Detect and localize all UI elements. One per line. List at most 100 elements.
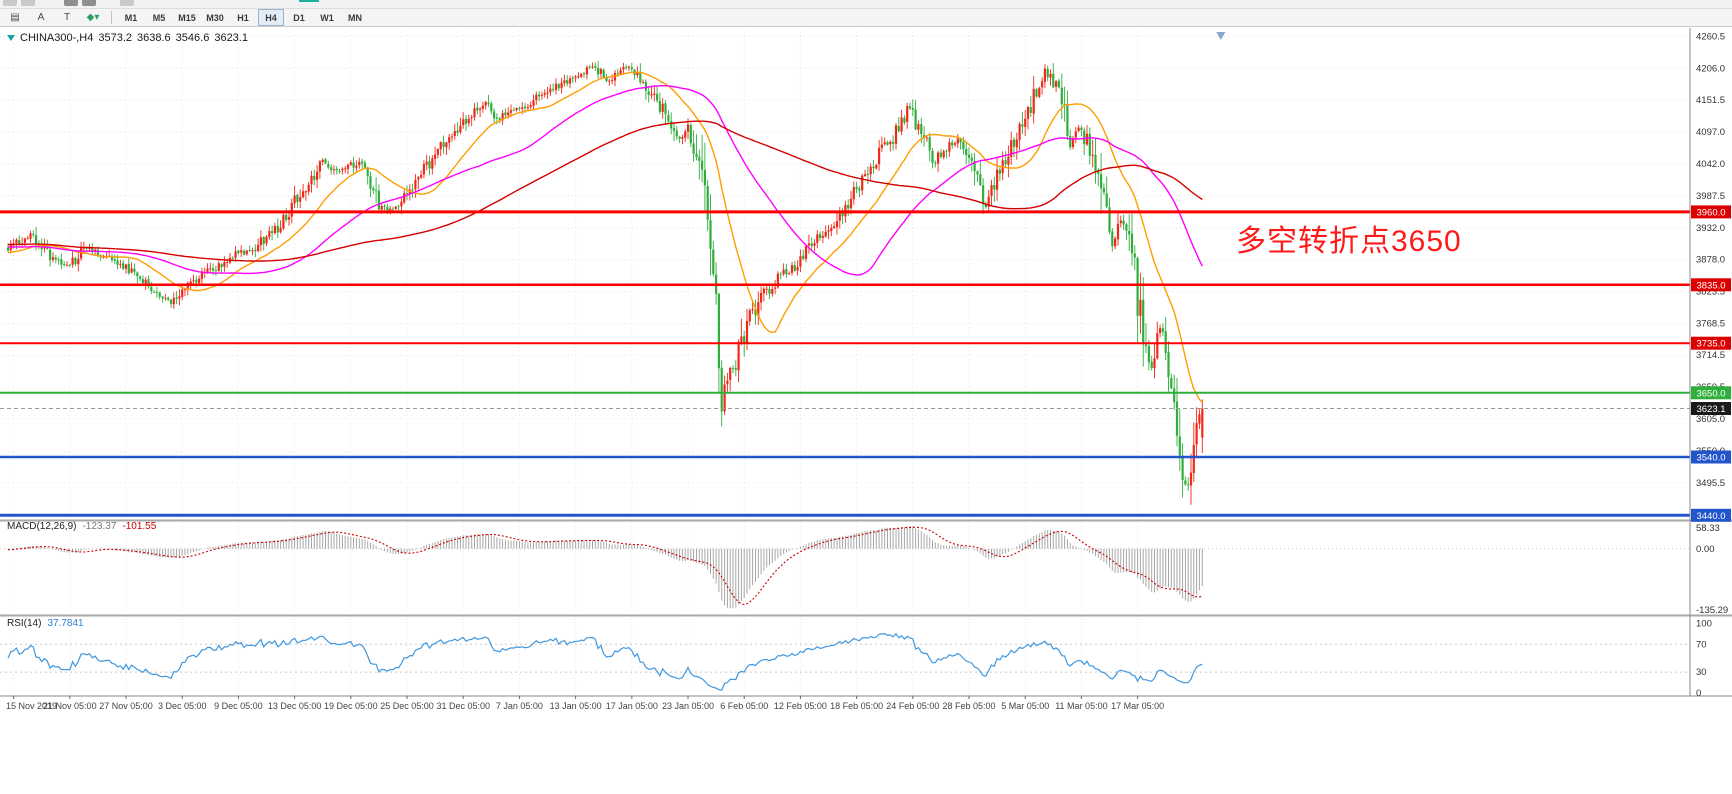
price-axis-label[interactable]: 3932.0 xyxy=(1696,223,1725,234)
time-axis-label[interactable]: 21 Nov 05:00 xyxy=(43,701,97,711)
price-axis-label[interactable]: 3714.5 xyxy=(1696,350,1725,361)
time-axis-label[interactable]: 24 Feb 05:00 xyxy=(886,701,939,711)
price-tag-3440.0-bg xyxy=(1691,508,1731,522)
text-label-tool[interactable]: A xyxy=(37,12,45,23)
price-axis-label[interactable]: 4151.5 xyxy=(1696,95,1725,106)
rsi-value: 37.7841 xyxy=(47,618,84,629)
clipped-icon[interactable] xyxy=(82,0,96,6)
time-axis-label[interactable]: 13 Dec 05:00 xyxy=(268,701,322,711)
price-tag-3650.0: 3650.0 xyxy=(1696,388,1725,399)
macd-title: MACD(12,26,9) -123.37 -101.55 xyxy=(7,521,156,532)
active-tab-underline xyxy=(299,0,319,2)
timeframe-button-M15[interactable]: M15 xyxy=(178,12,196,23)
ohlc-close: 3623.1 xyxy=(214,32,248,44)
price-axis-label[interactable]: 3768.5 xyxy=(1696,319,1725,330)
rsi-line xyxy=(7,632,1203,691)
price-axis-label[interactable]: 4260.5 xyxy=(1696,32,1725,43)
symbol-collapse-icon[interactable] xyxy=(7,35,15,41)
clipped-icon[interactable] xyxy=(64,0,78,6)
price-tag-3960.0: 3960.0 xyxy=(1696,207,1725,218)
current-price-tag: 3623.1 xyxy=(1696,404,1725,415)
time-axis-label[interactable]: 12 Feb 05:00 xyxy=(774,701,827,711)
macd-signal-line xyxy=(7,526,1203,606)
timeframe-button-H1[interactable]: H1 xyxy=(237,12,249,23)
timeframe-button-D1[interactable]: D1 xyxy=(293,12,305,23)
timeframe-button-M1[interactable]: M1 xyxy=(124,12,138,23)
price-chart-canvas[interactable]: 4260.5 4206.0 4151.5 4097.0 4042.0 3987.5 3932… xyxy=(0,28,1732,794)
price-axis-label[interactable]: 3878.0 xyxy=(1696,255,1725,266)
rsi-axis-label[interactable]: 30 xyxy=(1696,667,1707,678)
rsi-label: RSI(14) xyxy=(7,618,42,629)
clipped-icon[interactable] xyxy=(21,0,35,6)
price-tag-3735.0-bg xyxy=(1691,336,1731,350)
price-tag-3835.0-bg xyxy=(1691,278,1731,292)
time-axis-label[interactable]: 15 Nov 2019 xyxy=(6,701,57,711)
macd-axis-zero[interactable]: 0.00 xyxy=(1696,544,1715,555)
ohlc-open: 3573.2 xyxy=(98,32,133,44)
clipped-icon[interactable] xyxy=(3,0,17,6)
price-axis-label[interactable]: 3605.0 xyxy=(1696,414,1725,425)
price-tag-3540.0: 3540.0 xyxy=(1696,453,1725,464)
chart-window[interactable]: 4260.5 4206.0 4151.5 4097.0 4042.0 3987.5 3932… xyxy=(0,28,1732,794)
shapes-dropdown[interactable]: ◆▾ xyxy=(86,12,100,23)
rsi-title: RSI(14) 37.7841 xyxy=(7,618,84,629)
drawing-tools-icon[interactable]: ▤ xyxy=(10,12,20,23)
down-candle-bodies xyxy=(6,65,1190,486)
time-axis-label[interactable]: 23 Jan 05:00 xyxy=(662,701,714,711)
time-axis-label[interactable]: 17 Mar 05:00 xyxy=(1111,701,1164,711)
time-axis-label[interactable]: 17 Jan 05:00 xyxy=(606,701,658,711)
rsi-axis-label[interactable]: 70 xyxy=(1696,639,1707,650)
time-axis-label[interactable]: 18 Feb 05:00 xyxy=(830,701,883,711)
price-axis-label[interactable]: 3987.5 xyxy=(1696,191,1725,202)
macd-axis-max[interactable]: 58.33 xyxy=(1696,523,1720,534)
ohlc-low: 3546.6 xyxy=(175,32,210,44)
time-axis-label[interactable]: 19 Dec 05:00 xyxy=(324,701,378,711)
time-axis-label[interactable]: 6 Feb 05:00 xyxy=(720,701,768,711)
timeframe-button-MN[interactable]: MN xyxy=(348,12,362,23)
ma-line-120[interactable] xyxy=(7,120,1203,262)
macd-label: MACD(12,26,9) xyxy=(7,521,77,532)
time-axis-label[interactable]: 3 Dec 05:00 xyxy=(158,701,207,711)
time-axis-label[interactable]: 25 Dec 05:00 xyxy=(380,701,434,711)
timeframe-button-M30[interactable]: M30 xyxy=(206,12,224,23)
clipped-icon[interactable] xyxy=(120,0,134,6)
price-axis-label[interactable]: 4206.0 xyxy=(1696,63,1725,74)
time-axis-label[interactable]: 28 Feb 05:00 xyxy=(942,701,995,711)
time-axis-label[interactable]: 31 Dec 05:00 xyxy=(436,701,490,711)
toolbar-separator xyxy=(111,11,112,24)
chart-toolbar: ▤ A T ◆▾ M1 M5 M15 M30 H1 H4 D1 W1 MN xyxy=(0,9,1732,27)
timeframe-button-W1[interactable]: W1 xyxy=(320,12,334,23)
price-axis-label[interactable]: 3495.5 xyxy=(1696,478,1725,489)
symbol-period-label: CHINA300-,H4 xyxy=(20,32,94,44)
top-toolbar-clipped xyxy=(0,0,1732,9)
rsi-axis-label[interactable]: 0 xyxy=(1696,688,1701,699)
price-axis-label[interactable]: 4042.0 xyxy=(1696,159,1725,170)
chart-title: CHINA300-,H4 3573.2 3638.6 3546.6 3623.1 xyxy=(7,32,248,44)
ma-line-55[interactable] xyxy=(8,85,1203,276)
time-axis-label[interactable]: 7 Jan 05:00 xyxy=(496,701,543,711)
price-axis-label[interactable]: 4097.0 xyxy=(1696,127,1725,138)
text-tool[interactable]: T xyxy=(63,12,71,23)
price-tag-3835.0: 3835.0 xyxy=(1696,280,1725,291)
time-axis-label[interactable]: 5 Mar 05:00 xyxy=(1001,701,1049,711)
price-tag-3440.0: 3440.0 xyxy=(1696,511,1725,522)
macd-histogram xyxy=(7,526,1203,609)
price-axis-label[interactable]: 3823.5 xyxy=(1696,287,1725,298)
rsi-axis-label[interactable]: 100 xyxy=(1696,618,1712,629)
price-tag-3735.0: 3735.0 xyxy=(1696,339,1725,350)
price-tag-3650.0-bg xyxy=(1691,386,1731,400)
macd-axis-min[interactable]: -135.29 xyxy=(1696,605,1728,616)
chart-shift-marker[interactable] xyxy=(1216,32,1226,40)
timeframe-button-M5[interactable]: M5 xyxy=(152,12,166,23)
timeframe-button-H4[interactable]: H4 xyxy=(258,9,284,26)
time-axis-label[interactable]: 9 Dec 05:00 xyxy=(214,701,263,711)
macd-value: -123.37 xyxy=(82,521,117,532)
time-axis-label[interactable]: 13 Jan 05:00 xyxy=(550,701,602,711)
ma-line-21[interactable] xyxy=(7,71,1203,403)
time-axis-label[interactable]: 27 Nov 05:00 xyxy=(99,701,153,711)
time-axis-label[interactable]: 11 Mar 05:00 xyxy=(1055,701,1107,711)
chart-background xyxy=(0,28,1732,794)
annotation-text[interactable]: 多空转折点3650 xyxy=(1236,225,1462,258)
ohlc-high: 3638.6 xyxy=(137,32,171,44)
